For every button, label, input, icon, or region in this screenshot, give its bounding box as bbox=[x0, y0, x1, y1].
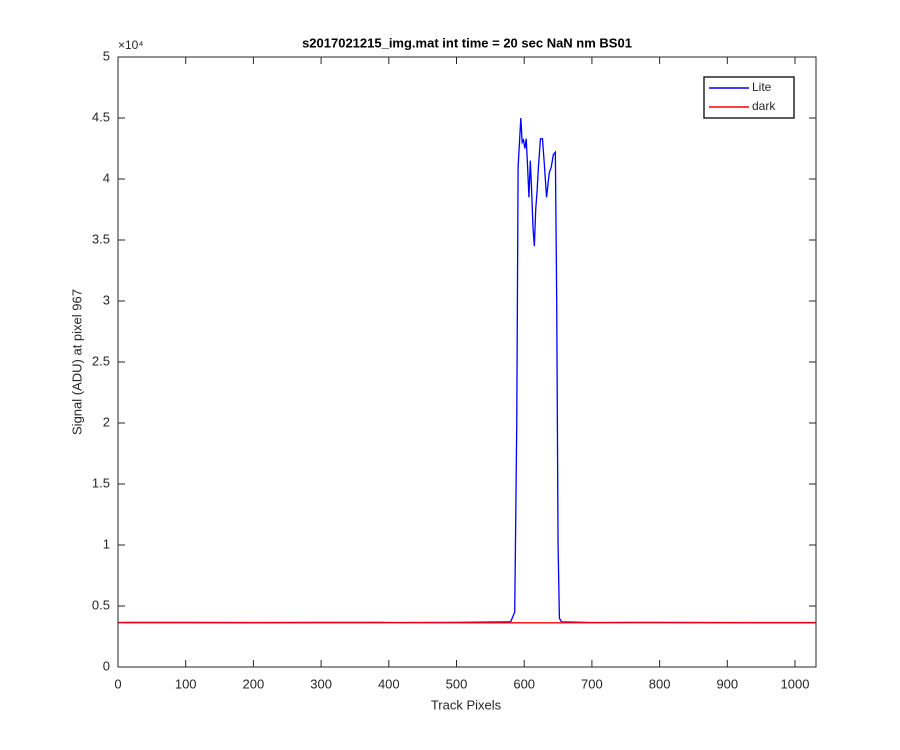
y-tick-label: 2.5 bbox=[92, 353, 110, 368]
x-tick-label: 300 bbox=[310, 676, 332, 691]
y-tick-label: 3 bbox=[103, 292, 110, 307]
axes-box bbox=[117, 56, 817, 668]
y-tick-label: 4.5 bbox=[92, 109, 110, 124]
x-tick-label: 900 bbox=[716, 676, 738, 691]
series-line bbox=[117, 117, 816, 624]
x-tick-label: 600 bbox=[513, 676, 535, 691]
y-tick-label: 3.5 bbox=[92, 231, 110, 246]
y-tick-label: 4 bbox=[103, 170, 110, 185]
x-tick-label: 100 bbox=[175, 676, 197, 691]
x-axis-label: Track Pixels bbox=[431, 697, 502, 712]
x-tick-label: 200 bbox=[243, 676, 265, 691]
chart-title: s2017021215_img.mat int time = 20 sec Na… bbox=[302, 35, 632, 50]
x-tick-label: 800 bbox=[649, 676, 671, 691]
plot-area bbox=[118, 57, 816, 667]
legend-label: dark bbox=[752, 99, 776, 113]
y-tick-label: 0 bbox=[103, 658, 110, 673]
y-tick-label: 0.5 bbox=[92, 597, 110, 612]
x-tick-label: 400 bbox=[378, 676, 400, 691]
y-tick-label: 1 bbox=[103, 536, 110, 551]
x-tick-label: 1000 bbox=[781, 676, 810, 691]
legend-box bbox=[703, 76, 795, 119]
legend-label: Lite bbox=[752, 80, 772, 94]
y-tick-label: 2 bbox=[103, 414, 110, 429]
y-tick-label: 5 bbox=[103, 48, 110, 63]
x-tick-label: 700 bbox=[581, 676, 603, 691]
x-tick-label: 0 bbox=[114, 676, 121, 691]
y-tick-label: 1.5 bbox=[92, 475, 110, 490]
y-axis-label: Signal (ADU) at pixel 967 bbox=[69, 289, 84, 435]
y-multiplier: ×10⁴ bbox=[118, 38, 144, 52]
x-tick-label: 500 bbox=[446, 676, 468, 691]
